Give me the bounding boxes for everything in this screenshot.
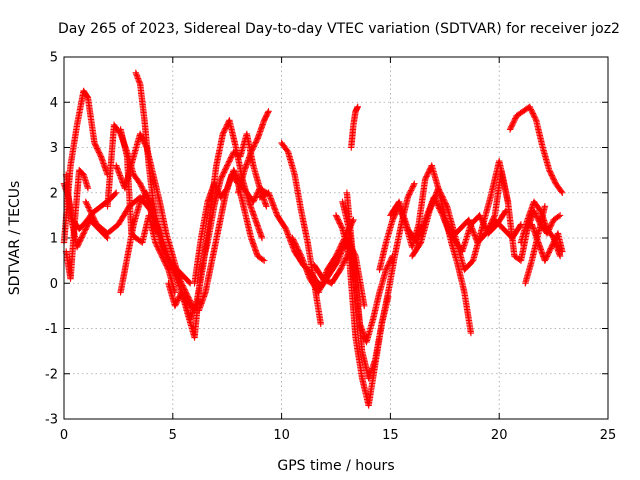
satellite-track-15 — [234, 108, 272, 196]
x-axis-label: GPS time / hours — [277, 458, 394, 474]
satellite-track-28 — [485, 166, 564, 264]
plus-marker-trace — [506, 103, 566, 196]
x-tick-label: 0 — [60, 428, 68, 443]
x-tick-label: 25 — [600, 428, 617, 443]
x-tick-label: 5 — [169, 428, 177, 443]
y-tick-label: 1 — [50, 232, 58, 247]
y-tick-label: -1 — [45, 322, 58, 337]
plot-frame — [63, 56, 609, 420]
satellite-track-22 — [343, 189, 396, 346]
plus-marker-trace — [132, 69, 194, 287]
data-markers — [60, 69, 566, 409]
plus-marker-trace — [62, 166, 92, 282]
y-tick-label: 5 — [50, 51, 58, 66]
plus-marker-trace — [441, 207, 509, 255]
plus-marker-trace — [522, 203, 549, 287]
y-tick-label: 0 — [50, 277, 58, 292]
plus-marker-trace — [343, 189, 396, 346]
satellite-track-29 — [506, 103, 566, 196]
plus-marker-trace — [191, 166, 270, 287]
y-axis-label: SDTVAR / TECUs — [7, 181, 23, 296]
plus-marker-trace — [485, 166, 564, 264]
satellite-track-4 — [62, 166, 92, 282]
y-tick-label: 2 — [50, 186, 58, 201]
plus-marker-trace — [348, 103, 361, 151]
satellite-track-27 — [441, 207, 509, 255]
chart-title: Day 265 of 2023, Sidereal Day-to-day VTE… — [58, 21, 620, 37]
y-tick-label: -2 — [45, 367, 58, 382]
satellite-track-13 — [191, 166, 270, 287]
satellite-track-9 — [117, 189, 157, 296]
y-tick-label: -3 — [45, 413, 58, 428]
x-tick-label: 15 — [382, 428, 399, 443]
plus-marker-trace — [117, 189, 157, 296]
satellite-track-10 — [132, 69, 194, 287]
x-tick-label: 10 — [273, 428, 290, 443]
y-tick-label: 3 — [50, 141, 58, 156]
x-tick-label: 20 — [491, 428, 508, 443]
satellite-track-32 — [522, 203, 549, 287]
satellite-track-23 — [348, 103, 361, 151]
axis-ticks: 0 5 10 15 20 25 -3 -2 -1 0 1 2 3 4 5 — [45, 51, 616, 444]
plus-marker-trace — [234, 108, 272, 196]
y-tick-label: 4 — [50, 96, 58, 111]
